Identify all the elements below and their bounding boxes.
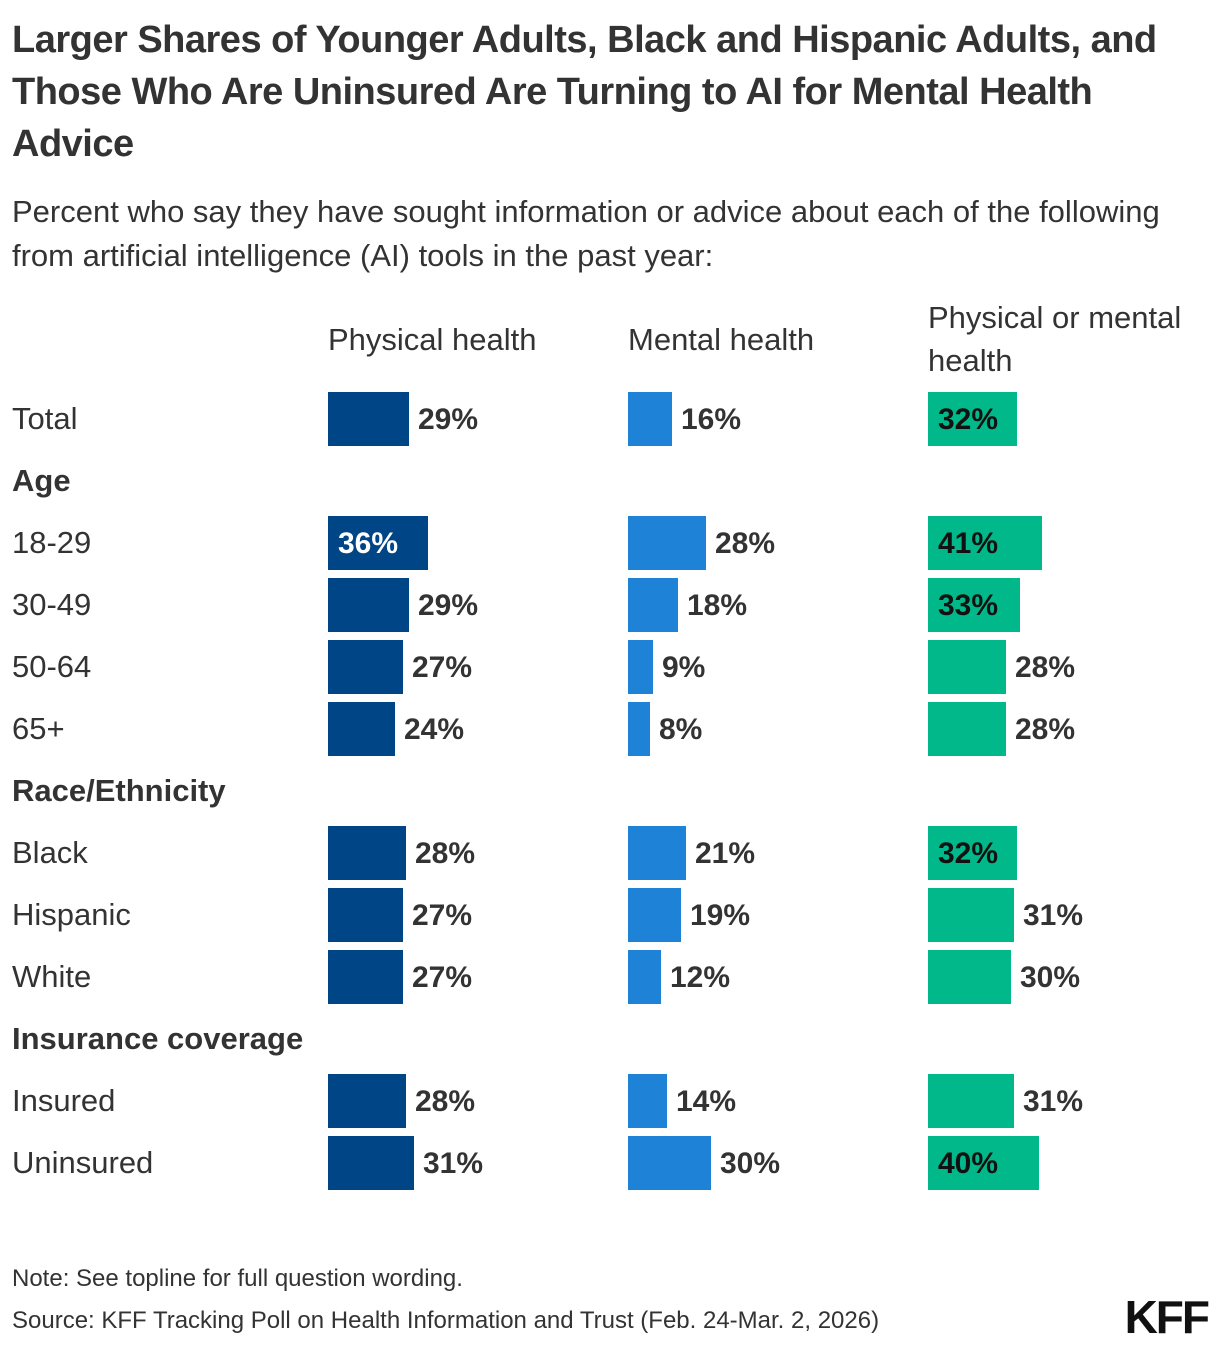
- bar-mental: [628, 826, 686, 880]
- data-label: 28%: [715, 527, 776, 560]
- data-label: 28%: [1015, 651, 1076, 684]
- row-label: 65+: [12, 711, 65, 746]
- bar-physical: [328, 578, 409, 632]
- data-label: 30%: [720, 1147, 781, 1180]
- bar-either: [928, 888, 1014, 942]
- bar-mental: [628, 640, 653, 694]
- bar-either: [928, 826, 1017, 880]
- data-label: 27%: [412, 651, 473, 684]
- bar-mental: [628, 578, 678, 632]
- bar-physical: [328, 640, 403, 694]
- row-label: White: [12, 959, 92, 994]
- group-label: Race/Ethnicity: [12, 773, 226, 808]
- data-label: 28%: [415, 837, 476, 870]
- data-label: 16%: [681, 403, 742, 436]
- bar-mental: [628, 516, 706, 570]
- data-label: 27%: [412, 899, 473, 932]
- bar-mental: [628, 392, 672, 446]
- row-label: Uninsured: [12, 1145, 154, 1180]
- bar-physical: [328, 950, 403, 1004]
- bar-mental: [628, 1074, 667, 1128]
- data-label: 14%: [676, 1085, 737, 1118]
- data-label: 31%: [423, 1147, 484, 1180]
- chart-note: Note: See topline for full question word…: [12, 1265, 463, 1292]
- bar-either: [928, 1136, 1039, 1190]
- data-label: 21%: [695, 837, 756, 870]
- chart-subtitle: Percent who say they have sought informa…: [12, 194, 1160, 273]
- bar-physical: [328, 888, 403, 942]
- data-label: 30%: [1020, 961, 1081, 994]
- group-label: Insurance coverage: [12, 1021, 304, 1056]
- data-label: 32%: [938, 403, 999, 436]
- data-label: 19%: [690, 899, 751, 932]
- column-header-2: Mental health: [628, 322, 815, 357]
- bar-physical: [328, 1074, 406, 1128]
- data-label: 29%: [418, 589, 479, 622]
- row-label: 18-29: [12, 525, 92, 560]
- bar-either: [928, 392, 1017, 446]
- bar-mental: [628, 702, 650, 756]
- data-label: 31%: [1023, 899, 1084, 932]
- row-label: Insured: [12, 1083, 116, 1118]
- data-label: 28%: [415, 1085, 476, 1118]
- bar-either: [928, 640, 1006, 694]
- bar-physical: [328, 392, 409, 446]
- column-header-3: Physical or mental health: [928, 300, 1182, 378]
- bar-either: [928, 702, 1006, 756]
- bar-either: [928, 950, 1011, 1004]
- chart-title: Larger Shares of Younger Adults, Black a…: [12, 19, 1157, 165]
- row-label: 30-49: [12, 587, 92, 622]
- data-label: 27%: [412, 961, 473, 994]
- bar-mental: [628, 950, 661, 1004]
- data-label: 40%: [938, 1147, 999, 1180]
- bar-either: [928, 516, 1042, 570]
- kff-logo: KFF: [1124, 1291, 1210, 1343]
- data-label: 28%: [1015, 713, 1076, 746]
- data-label: 33%: [938, 589, 999, 622]
- bar-mental: [628, 1136, 711, 1190]
- row-label: 50-64: [12, 649, 92, 684]
- bar-mental: [628, 888, 681, 942]
- bar-physical: [328, 1136, 414, 1190]
- data-label: 8%: [659, 713, 703, 746]
- bar-either: [928, 1074, 1014, 1128]
- row-label: Black: [12, 835, 88, 870]
- bar-physical: [328, 826, 406, 880]
- data-label: 29%: [418, 403, 479, 436]
- column-header-1: Physical health: [328, 322, 537, 357]
- data-label: 31%: [1023, 1085, 1084, 1118]
- row-label: Hispanic: [12, 897, 131, 932]
- bar-either: [928, 578, 1020, 632]
- data-label: 12%: [670, 961, 731, 994]
- group-label: Age: [12, 463, 71, 498]
- chart-source: Source: KFF Tracking Poll on Health Info…: [12, 1307, 880, 1334]
- data-label: 18%: [687, 589, 748, 622]
- data-label: 36%: [338, 527, 399, 560]
- bar-physical: [328, 702, 395, 756]
- data-label: 32%: [938, 837, 999, 870]
- data-label: 24%: [404, 713, 465, 746]
- data-label: 41%: [938, 527, 999, 560]
- data-label: 9%: [662, 651, 706, 684]
- row-label: Total: [12, 401, 78, 436]
- bar-physical: [328, 516, 428, 570]
